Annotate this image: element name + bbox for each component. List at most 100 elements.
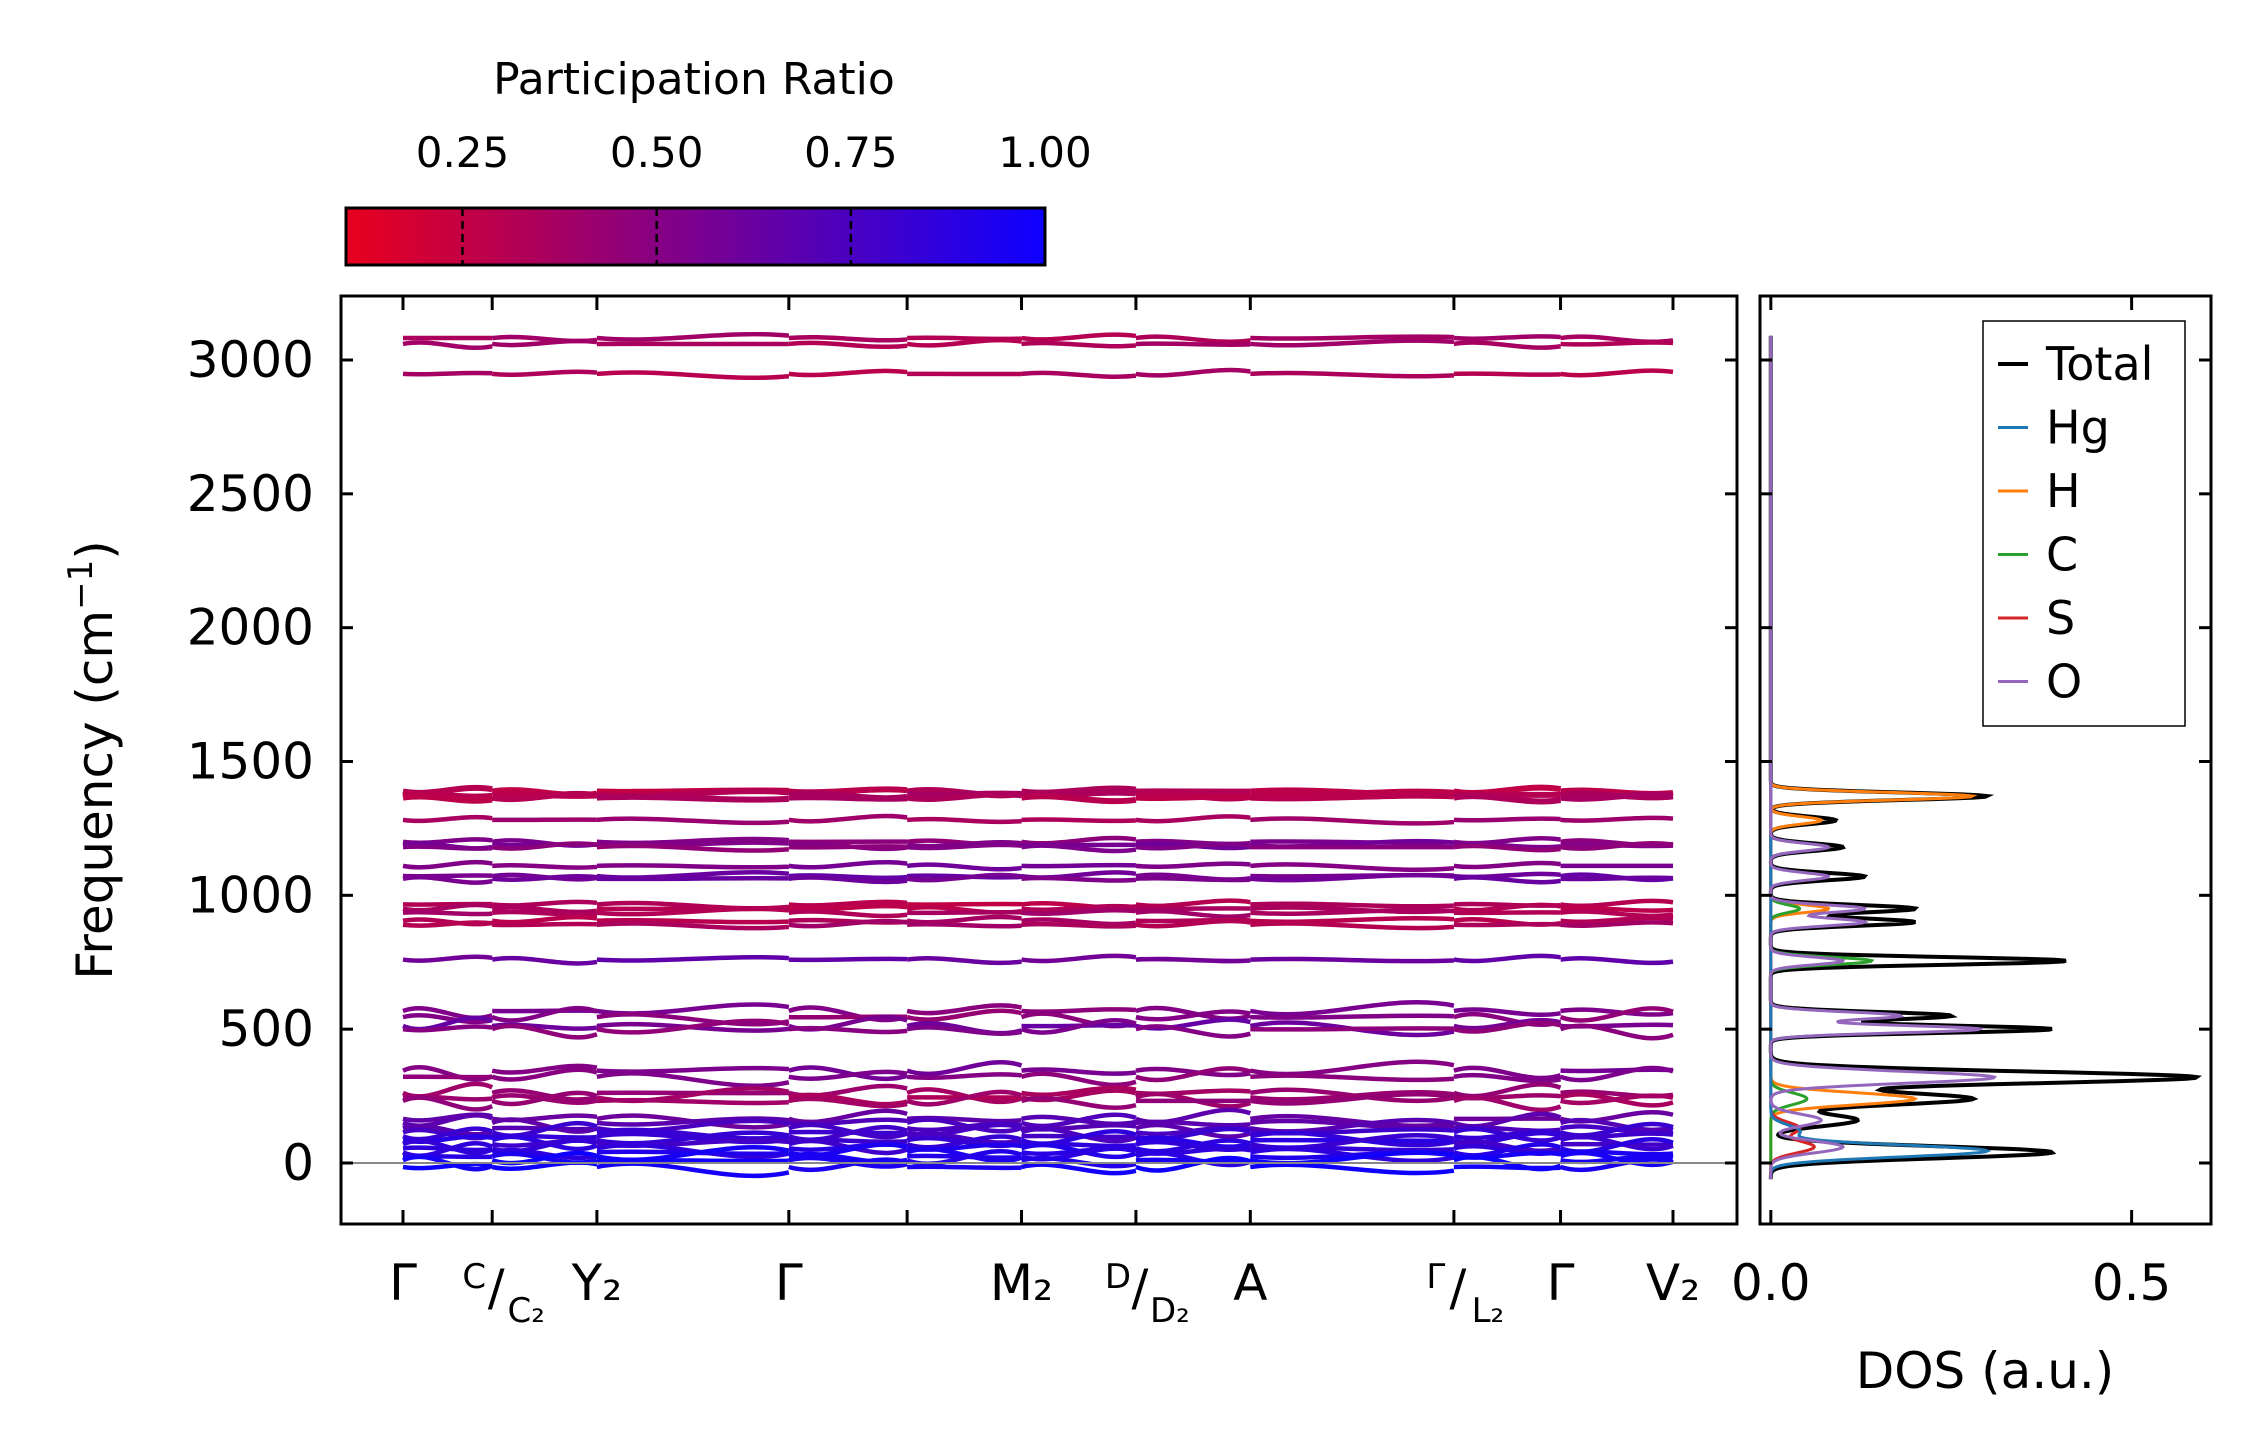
- phonon-band: [1250, 792, 1455, 802]
- phonon-band: [596, 1097, 789, 1106]
- phonon-band: [906, 1131, 1023, 1145]
- phonon-band: [1250, 1162, 1455, 1176]
- phonon-band: [1560, 875, 1674, 882]
- phonon-band: [1021, 332, 1137, 342]
- phonon-band: [1249, 1000, 1455, 1017]
- x-tick-label-over: C: [462, 1257, 486, 1297]
- phonon-band: [1560, 368, 1674, 378]
- phonon-band: [596, 1127, 790, 1141]
- phonon-band: [1250, 1073, 1455, 1083]
- phonon-band: [491, 914, 598, 925]
- phonon-band: [1560, 1153, 1674, 1165]
- phonon-band: [788, 1025, 908, 1035]
- dos-series-c: [1769, 335, 1875, 1180]
- y-tick-label: 2000: [187, 599, 314, 657]
- phonon-band: [402, 370, 493, 377]
- phonon-band: [596, 875, 789, 882]
- phonon-band: [1135, 1024, 1251, 1039]
- phonon-band: [491, 955, 598, 966]
- x-tick-label-slash: /: [1449, 1259, 1466, 1317]
- phonon-band: [1021, 921, 1137, 929]
- phonon-band: [1020, 1112, 1137, 1129]
- phonon-band: [596, 816, 790, 826]
- phonon-band: [1560, 915, 1674, 925]
- phonon-band: [596, 370, 790, 380]
- legend-entry: C: [1998, 528, 2078, 582]
- phonon-band: [402, 920, 493, 928]
- y-axis-label-close: ): [66, 540, 124, 560]
- x-tick-label: V₂: [1646, 1254, 1700, 1312]
- phonon-band: [491, 1063, 598, 1075]
- dos-y-ticks: [1760, 358, 2211, 1165]
- phonon-band: [1453, 902, 1561, 913]
- phonon-band: [788, 918, 908, 929]
- phonon-band: [906, 1134, 1023, 1150]
- phonon-band: [906, 1072, 1022, 1080]
- y-tick-label: 3000: [187, 331, 314, 389]
- phonon-band: [1560, 1007, 1674, 1017]
- phonon-band: [1020, 1162, 1137, 1176]
- phonon-band: [1135, 842, 1251, 851]
- phonon-band: [906, 872, 1022, 883]
- phonon-band: [491, 1090, 598, 1107]
- legend-entry: O: [1998, 655, 2082, 709]
- phonon-band: [1453, 793, 1562, 805]
- phonon-band: [906, 1003, 1023, 1016]
- legend-label: C: [2046, 528, 2078, 582]
- phonon-band: [596, 1065, 789, 1074]
- x-tick-label: D / D₂: [1105, 1257, 1190, 1331]
- y-tick-label: 1500: [187, 733, 314, 791]
- colorbar-tick-label: 0.50: [610, 128, 704, 177]
- phonon-band: [788, 794, 908, 802]
- phonon-band: [1560, 340, 1674, 347]
- y-tick-label: 0: [282, 1134, 314, 1192]
- phonon-band: [1021, 862, 1136, 869]
- phonon-band: [1135, 341, 1251, 347]
- phonon-band: [1135, 898, 1251, 909]
- phonon-band: [1021, 1067, 1137, 1076]
- phonon-band: [788, 859, 908, 870]
- phonon-band: [906, 1089, 1023, 1107]
- phonon-band: [596, 1018, 790, 1035]
- phonon-band: [596, 1002, 790, 1016]
- phonon-band: [906, 337, 1022, 348]
- phonon-band: [596, 836, 789, 846]
- phonon-band: [906, 1060, 1023, 1077]
- x-tick-label: Γ: [1547, 1254, 1575, 1312]
- phonon-band: [596, 331, 790, 342]
- phonon-band: [1559, 1006, 1674, 1023]
- phonon-band: [402, 954, 493, 963]
- phonon-band: [491, 1023, 598, 1040]
- phonon-band: [1453, 875, 1561, 885]
- phonon-band: [491, 369, 598, 377]
- phonon-band: [596, 863, 789, 870]
- phonon-band: [788, 899, 908, 908]
- phonon-band: [491, 1067, 598, 1082]
- phonon-band: [1135, 334, 1251, 344]
- phonon-band: [1250, 921, 1455, 931]
- y-axis-label: Frequency (cm−1): [61, 540, 124, 980]
- phonon-band: [1250, 862, 1455, 872]
- legend-frame: [1982, 320, 2186, 727]
- phonon-band: [1020, 1096, 1137, 1110]
- y-axis-label-sup: −1: [61, 560, 101, 610]
- phonon-band: [1021, 903, 1137, 912]
- phonon-band: [906, 1025, 1022, 1036]
- phonon-band: [906, 862, 1022, 872]
- phonon-band: [491, 1147, 598, 1161]
- phonon-band: [491, 1088, 598, 1102]
- phonon-band: [1020, 1071, 1137, 1088]
- legend-entry: S: [1998, 591, 2075, 645]
- phonon-band: [1453, 860, 1561, 870]
- x-tick-label-over: Γ: [1426, 1257, 1445, 1297]
- phonon-bands: [402, 331, 1674, 1179]
- phonon-band: [1453, 1095, 1562, 1113]
- phonon-band: [1560, 841, 1674, 851]
- phonon-band: [907, 1164, 1022, 1171]
- phonon-band: [402, 814, 493, 824]
- phonon-band: [1135, 908, 1251, 919]
- phonon-band: [1135, 1155, 1252, 1173]
- phonon-band: [1135, 956, 1251, 964]
